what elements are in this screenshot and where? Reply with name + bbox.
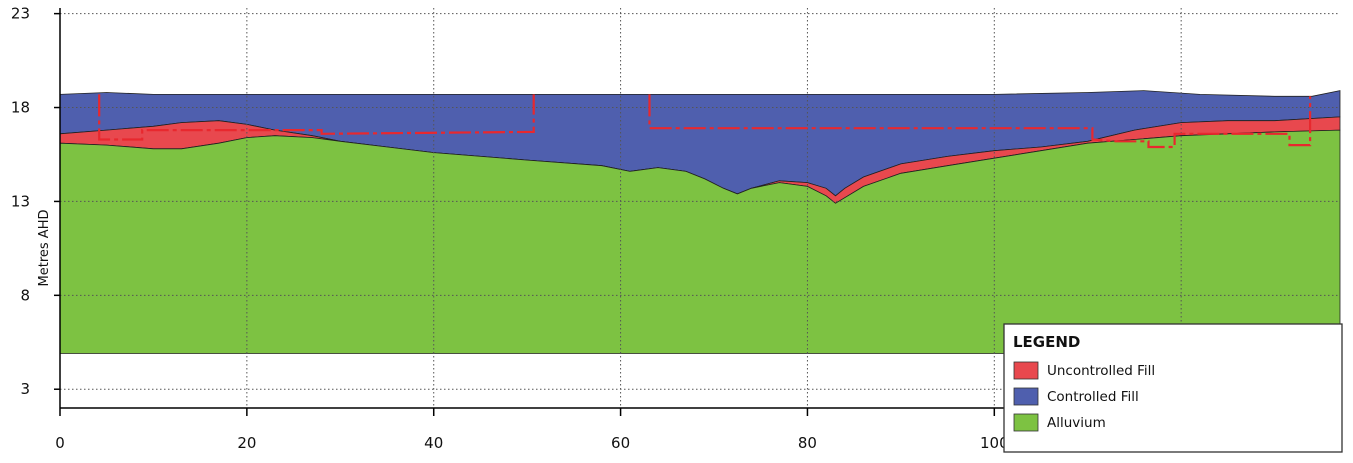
legend-swatch-controlled-fill <box>1013 387 1039 406</box>
x-tick-label: 100 <box>980 434 1009 452</box>
red-outline-lines <box>98 94 1312 149</box>
x-tick-label: 40 <box>424 434 443 452</box>
y-axis-title: Metres AHD <box>37 210 52 287</box>
legend-title: LEGEND <box>1013 333 1080 351</box>
y-tick-label: 23 <box>11 5 30 23</box>
legend-swatch-uncontrolled-fill <box>1013 361 1039 380</box>
legend-swatch-alluvium <box>1013 413 1039 432</box>
plot-areas <box>59 90 1341 354</box>
x-tick-label: 20 <box>237 434 256 452</box>
legend: LEGEND Uncontrolled Fill Controlled Fill… <box>1003 323 1343 453</box>
red-outline-segment <box>648 94 1312 149</box>
red-outline-segment <box>98 94 535 141</box>
y-tick-label: 13 <box>11 192 30 210</box>
x-tick-label: 0 <box>55 434 65 452</box>
legend-label-uncontrolled-fill: Uncontrolled Fill <box>1047 363 1155 379</box>
x-tick-label: 60 <box>611 434 630 452</box>
legend-label-controlled-fill: Controlled Fill <box>1047 389 1139 405</box>
y-tick-label: 8 <box>20 286 30 304</box>
legend-box <box>1003 323 1343 453</box>
x-tick-label: 80 <box>798 434 817 452</box>
area-alluvium <box>59 129 1341 354</box>
legend-label-alluvium: Alluvium <box>1047 415 1106 431</box>
y-tick-label: 18 <box>11 99 30 117</box>
y-tick-label: 3 <box>20 380 30 398</box>
